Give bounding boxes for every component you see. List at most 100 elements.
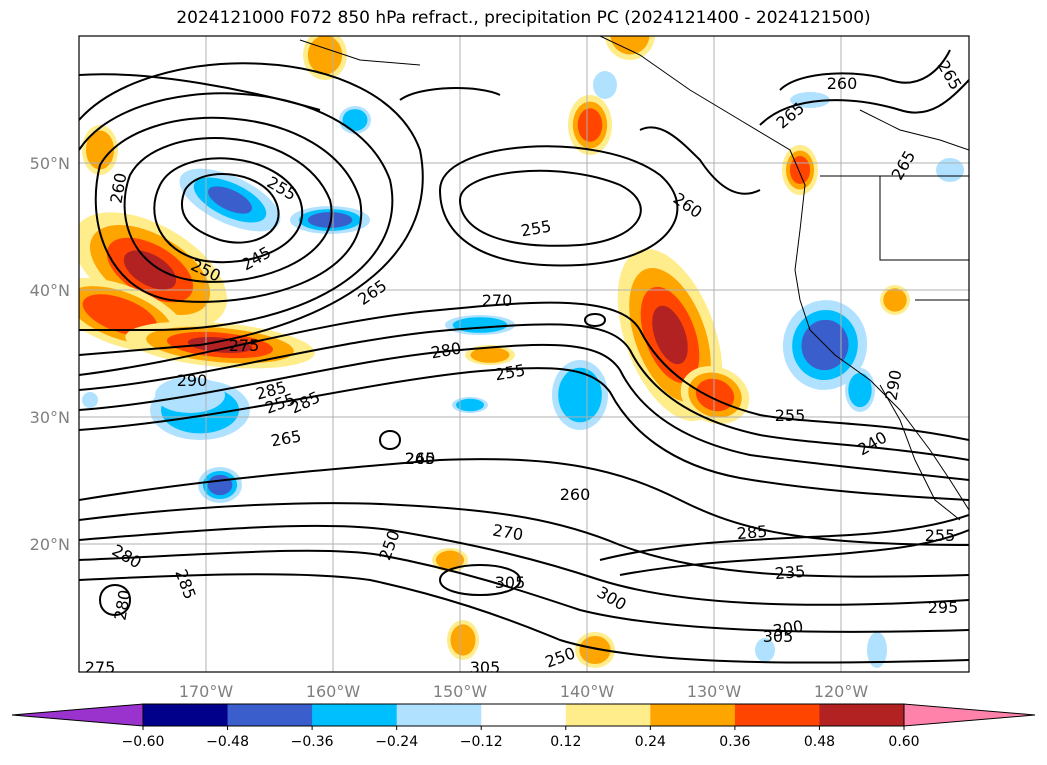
refractivity-contour xyxy=(79,549,969,633)
contour-label: 260 xyxy=(560,485,591,504)
refractivity-contour xyxy=(599,514,969,561)
refractivity-contour xyxy=(79,62,424,356)
contour-label: 255 xyxy=(925,526,956,545)
precip-negative-area xyxy=(936,158,964,182)
colorbar-tick-label: 0.36 xyxy=(719,734,750,750)
contour-label: 260 xyxy=(827,74,858,93)
lon-tick-label: 170°W xyxy=(179,682,234,701)
lat-tick-label: 30°N xyxy=(30,408,70,427)
contour-label: 255 xyxy=(775,406,806,425)
lon-tick-label: 120°W xyxy=(814,682,869,701)
colorbar-tick-label: −0.48 xyxy=(206,734,249,750)
refractivity-contour xyxy=(98,584,132,616)
lon-tick-label: 130°W xyxy=(687,682,742,701)
colorbar-tick-label: −0.12 xyxy=(460,734,503,750)
contour-label: 305 xyxy=(495,573,526,592)
contour-label: 235 xyxy=(774,562,806,584)
refractivity-contour xyxy=(94,116,363,303)
lon-tick-label: 140°W xyxy=(560,682,615,701)
colorbar-box xyxy=(312,704,398,726)
refractivity-contour xyxy=(759,79,969,126)
precip-negative-area xyxy=(848,372,872,408)
precip-positive-area xyxy=(610,36,650,55)
colorbar-box xyxy=(565,704,651,726)
precip-negative-area xyxy=(867,632,887,668)
refractivity-contour xyxy=(458,169,642,247)
colorbar-extend-low xyxy=(11,703,144,727)
colorbar-box xyxy=(143,704,229,726)
refractivity-contour xyxy=(79,573,969,664)
contour-label: 245 xyxy=(405,449,436,468)
precip-positive-area xyxy=(470,347,510,363)
colorbar-box xyxy=(734,704,820,726)
refractivity-contour xyxy=(79,343,969,481)
precip-positive-area xyxy=(123,250,177,290)
contour-label: 295 xyxy=(928,598,959,617)
precip-positive-area xyxy=(85,130,115,170)
refractivity-contour xyxy=(438,145,679,267)
precip-negative-area xyxy=(82,392,98,408)
contour-label: 275 xyxy=(85,658,116,677)
colorbar-tick-label: 0.60 xyxy=(888,734,919,750)
contour-label: 275 xyxy=(229,336,260,355)
precip-negative-area xyxy=(593,71,617,99)
refractivity-contour xyxy=(79,301,969,441)
precip-negative-area xyxy=(208,186,252,214)
coastline xyxy=(879,176,969,261)
colorbar-tick-label: 0.48 xyxy=(804,734,835,750)
colorbar-box xyxy=(227,704,313,726)
refractivity-contour xyxy=(639,126,761,195)
precip-positive-area xyxy=(450,624,476,656)
lon-tick-label: 150°W xyxy=(433,682,488,701)
contour-label: 260 xyxy=(405,449,436,468)
colorbar-tick-label: 0.12 xyxy=(550,734,581,750)
colorbar-box xyxy=(481,704,567,726)
refractivity-contour xyxy=(79,73,321,111)
colorbar-tick-label: −0.24 xyxy=(375,734,418,750)
colorbar-tick-label: −0.60 xyxy=(122,734,165,750)
precip-negative-area xyxy=(558,367,602,423)
lon-tick-label: 160°W xyxy=(306,682,361,701)
contour-label: 290 xyxy=(177,371,208,390)
refractivity-contour xyxy=(378,430,402,450)
refractivity-contour xyxy=(153,157,304,264)
refractivity-contour xyxy=(79,92,394,331)
colorbar-box xyxy=(819,704,905,726)
refractivity-contour xyxy=(79,458,969,546)
lat-tick-label: 20°N xyxy=(30,535,70,554)
precip-positive-area xyxy=(187,337,253,353)
precip-positive-area xyxy=(789,156,811,184)
precip-negative-area xyxy=(207,474,233,496)
precip-positive-area xyxy=(307,36,343,75)
refractivity-contour xyxy=(79,524,969,606)
colorbar-tick-label: 0.24 xyxy=(635,734,666,750)
contour-label: 285 xyxy=(736,522,768,544)
contour-label: 305 xyxy=(763,627,794,646)
precip-negative-area xyxy=(342,109,368,131)
refractivity-contour xyxy=(79,502,969,578)
colorbar-box xyxy=(396,704,482,726)
colorbar-extend-high xyxy=(903,703,1036,727)
refractivity-contour xyxy=(180,173,280,244)
lat-tick-label: 40°N xyxy=(30,281,70,300)
colorbar-box xyxy=(650,704,736,726)
chart-title: 2024121000 F072 850 hPa refract., precip… xyxy=(176,8,871,28)
refractivity-contour xyxy=(399,87,501,101)
precip-negative-area xyxy=(455,398,485,412)
contour-label: 305 xyxy=(470,658,501,677)
precip-positive-area xyxy=(82,294,158,336)
precip-positive-area xyxy=(652,305,688,365)
coastline xyxy=(299,39,421,66)
refractivity-contour xyxy=(619,529,969,576)
refractivity-contour xyxy=(123,137,333,283)
contour-label: 270 xyxy=(482,291,513,310)
refractivity-contour xyxy=(79,323,969,461)
colorbar-outline xyxy=(142,703,905,727)
lat-tick-label: 50°N xyxy=(30,154,70,173)
precip-positive-area xyxy=(577,108,603,142)
precip-negative-area xyxy=(452,317,508,333)
refractivity-contour xyxy=(779,49,951,91)
precip-negative-area xyxy=(755,638,775,662)
precip-positive-area xyxy=(435,550,465,570)
